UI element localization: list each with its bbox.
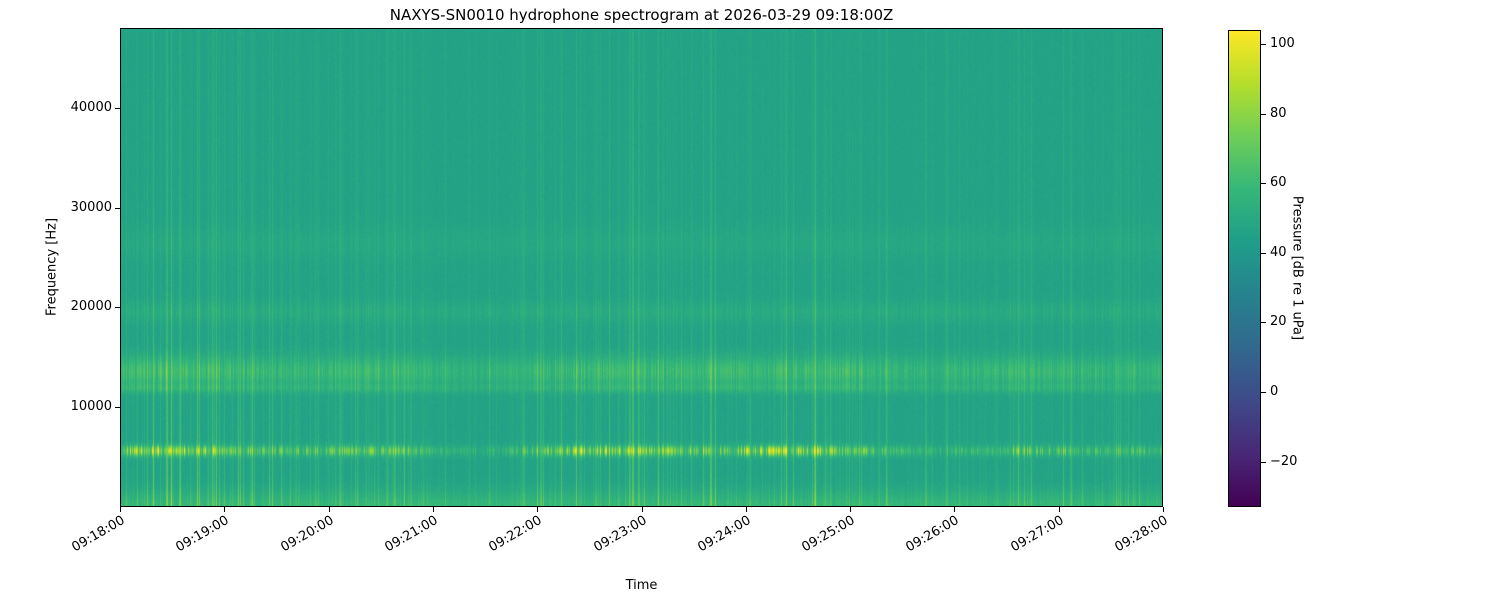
x-tick-mark [537,507,538,512]
colorbar-gradient [1229,31,1260,506]
colorbar-tick-label: −20 [1270,453,1298,469]
x-tick-mark [954,507,955,512]
colorbar-tick-label: 60 [1270,175,1287,191]
x-tick-label: 09:26:00 [903,513,962,556]
colorbar-tick-mark [1261,183,1266,184]
y-tick-label: 40000 [70,99,112,115]
x-tick-label: 09:23:00 [590,513,649,556]
x-tick-label: 09:22:00 [486,513,545,556]
x-tick-label: 09:19:00 [173,513,232,556]
colorbar-tick-label: 40 [1270,244,1287,260]
colorbar-tick-label: 20 [1270,314,1287,330]
x-tick-label: 09:21:00 [382,513,441,556]
x-tick-label: 09:24:00 [695,513,754,556]
y-tick-label: 30000 [70,199,112,215]
x-tick-mark [224,507,225,512]
y-tick-mark [115,407,120,408]
x-tick-mark [1163,507,1164,512]
x-tick-label: 09:27:00 [1008,513,1067,556]
colorbar-tick-mark [1261,253,1266,254]
spectrogram-heatmap [121,29,1162,506]
colorbar-tick-mark [1261,114,1266,115]
colorbar-tick-mark [1261,392,1266,393]
colorbar-tick-label: 100 [1270,35,1295,51]
x-tick-mark [642,507,643,512]
x-tick-label: 09:20:00 [278,513,337,556]
y-tick-mark [115,208,120,209]
x-axis-label: Time [625,578,658,593]
colorbar-tick-mark [1261,322,1266,323]
x-tick-label: 09:18:00 [69,513,128,556]
plot-area [120,28,1163,507]
y-tick-mark [115,108,120,109]
colorbar-tick-label: 80 [1270,105,1287,121]
y-tick-label: 20000 [70,299,112,315]
y-tick-mark [115,307,120,308]
x-tick-label: 09:28:00 [1112,513,1171,556]
colorbar-tick-mark [1261,462,1266,463]
y-tick-label: 10000 [70,399,112,415]
x-tick-mark [1059,507,1060,512]
x-tick-mark [329,507,330,512]
colorbar-label: Pressure [dB re 1 uPa] [1289,195,1305,341]
x-tick-mark [746,507,747,512]
x-tick-label: 09:25:00 [799,513,858,556]
x-tick-mark [850,507,851,512]
chart-title: NAXYS-SN0010 hydrophone spectrogram at 2… [389,6,894,24]
colorbar [1228,30,1261,507]
x-tick-mark [433,507,434,512]
colorbar-tick-label: 0 [1270,384,1279,400]
colorbar-tick-mark [1261,44,1266,45]
x-tick-mark [120,507,121,512]
